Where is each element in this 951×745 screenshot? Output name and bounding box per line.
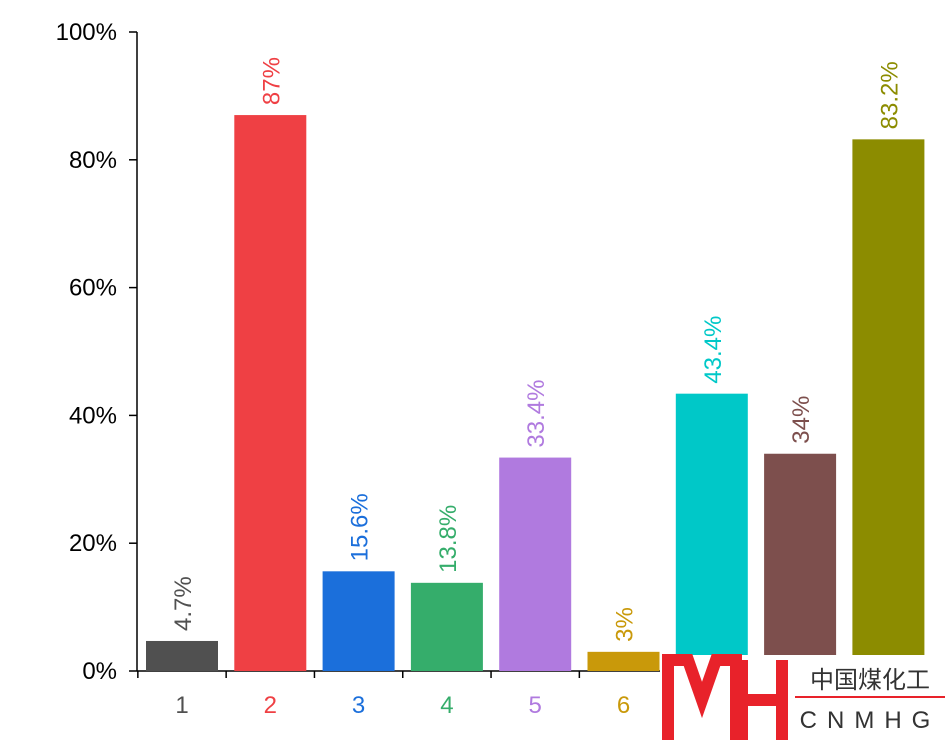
value-label: 15.6% (347, 493, 374, 561)
bar (675, 393, 748, 671)
bar (499, 457, 572, 671)
x-tick-label: 5 (529, 692, 542, 719)
y-tick-label: 60% (69, 275, 117, 302)
y-tick-label: 0% (82, 658, 117, 685)
value-label: 3% (612, 607, 639, 642)
bar (234, 115, 307, 671)
value-label: 33.4% (523, 380, 550, 448)
y-tick-label: 40% (69, 402, 117, 429)
x-tick-label: 6 (617, 692, 630, 719)
x-tick-label: 4 (440, 692, 453, 719)
y-tick-label: 100% (56, 19, 117, 46)
watermark-subtitle: CNMHG (800, 707, 941, 734)
bar (852, 139, 925, 672)
watermark-title: 中国煤化工 (810, 667, 930, 694)
y-tick-label: 20% (69, 530, 117, 557)
value-label: 87% (258, 57, 285, 105)
x-tick-label: 2 (264, 692, 277, 719)
watermark-logo (662, 654, 788, 740)
watermark: 中国煤化工 CNMHG (660, 654, 951, 745)
bar (764, 453, 837, 671)
value-label: 13.8% (435, 505, 462, 573)
y-tick-label: 80% (69, 147, 117, 174)
bar (322, 571, 395, 671)
bar (410, 582, 483, 671)
value-label: 4.7% (170, 576, 197, 631)
x-tick-label: 1 (175, 692, 188, 719)
value-label: 83.2% (876, 61, 903, 129)
x-tick-label: 3 (352, 692, 365, 719)
value-label: 34% (788, 396, 815, 444)
value-label: 43.4% (700, 316, 727, 384)
bar (146, 640, 218, 671)
bar (587, 651, 660, 671)
